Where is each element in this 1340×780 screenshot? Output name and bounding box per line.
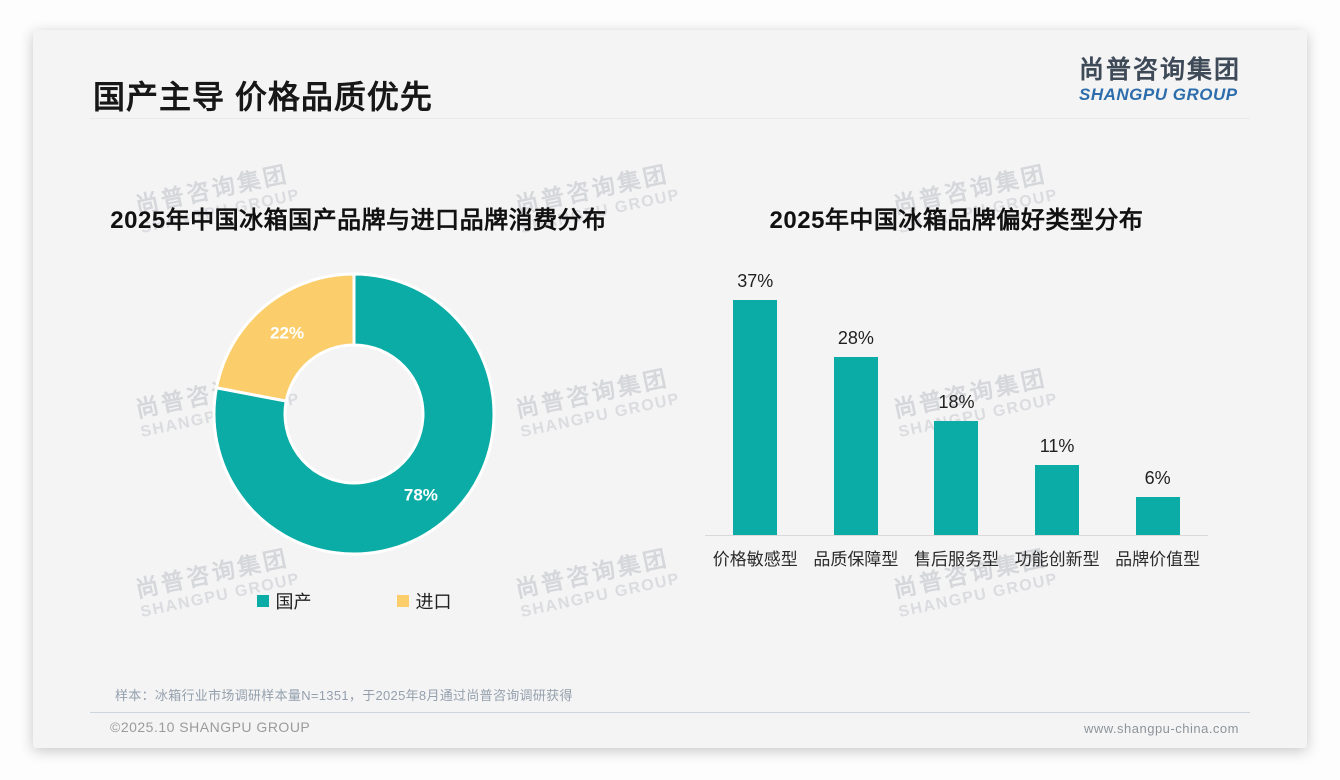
bar-plot-area: 37% 28% 18% 11% 6% [705,260,1208,536]
company-logo: 尚普咨询集团 SHANGPU GROUP [1079,56,1241,104]
bar-rect [733,300,778,535]
bar-value-label: 6% [1144,468,1171,488]
legend-swatch [396,595,409,607]
bar-value-label: 28% [837,328,874,348]
bar-category-label: 售后服务型 [913,550,999,569]
bar-rect [1135,497,1180,535]
bar-column-品质保障型: 28% [806,328,907,535]
logo-cn-text: 尚普咨询集团 [1078,56,1241,84]
slide: 国产主导 价格品质优先 尚普咨询集团 SHANGPU GROUP 尚普咨询集团 S… [33,30,1307,748]
watermark-line2: SHANGPU GROUP [897,570,1060,621]
donut-chart-title: 2025年中国冰箱国产品牌与进口品牌消费分布 [110,207,607,234]
watermark-line2: SHANGPU GROUP [519,390,682,441]
watermark-line1: 尚普咨询集团 [513,364,672,423]
bar-rect [1035,465,1080,535]
donut-svg: 78% 22% [212,272,496,556]
bar-column-品牌价值型: 6% [1107,468,1208,535]
bar-category-label: 品牌价值型 [1115,550,1201,569]
bar-chart: 37% 28% 18% 11% 6% 价格敏感型 品质保障型 售后服务型 功能创新型 品牌价值型 [705,260,1208,570]
footer-divider [90,712,1250,713]
bar-value-label: 18% [938,392,975,412]
bar-column-价格敏感型: 37% [705,271,806,535]
page-title: 国产主导 价格品质优先 [93,79,433,115]
legend-item-进口: 进口 [396,588,452,614]
bar-chart-title: 2025年中国冰箱品牌偏好类型分布 [769,207,1144,234]
logo-en-text: SHANGPU GROUP [1078,85,1238,104]
donut-chart: 78% 22% [212,272,496,556]
footer-copyright: ©2025.10 SHANGPU GROUP [110,719,311,735]
bar-category-axis: 价格敏感型 品质保障型 售后服务型 功能创新型 品牌价值型 [705,536,1208,570]
sample-footnote: 样本：冰箱行业市场调研样本量N=1351，于2025年8月通过尚普咨询调研获得 [115,688,573,703]
bar-column-售后服务型: 18% [906,392,1007,535]
donut-segment-进口 [214,272,356,403]
watermark-line2: SHANGPU GROUP [519,570,682,621]
legend-label: 进口 [415,592,452,612]
bar-column-功能创新型: 11% [1007,436,1108,535]
header-divider [90,118,1250,119]
bar-value-label: 11% [1039,436,1075,456]
bar-category-label: 品质保障型 [813,550,899,569]
footer-website: www.shangpu-china.com [1083,721,1239,736]
donut-segment-国产 [212,272,496,556]
bar-rect [934,421,979,535]
donut-data-label: 22% [270,324,304,343]
bar-rect [833,357,878,535]
donut-data-label: 78% [404,485,438,504]
bar-category-label: 价格敏感型 [712,550,798,569]
watermark-line1: 尚普咨询集团 [513,544,672,603]
legend-item-国产: 国产 [256,588,312,614]
legend-swatch [256,595,269,607]
legend-label: 国产 [275,592,312,612]
bar-value-label: 37% [737,271,774,291]
bar-category-label: 功能创新型 [1014,550,1100,569]
donut-legend: 国产 进口 [204,588,504,614]
